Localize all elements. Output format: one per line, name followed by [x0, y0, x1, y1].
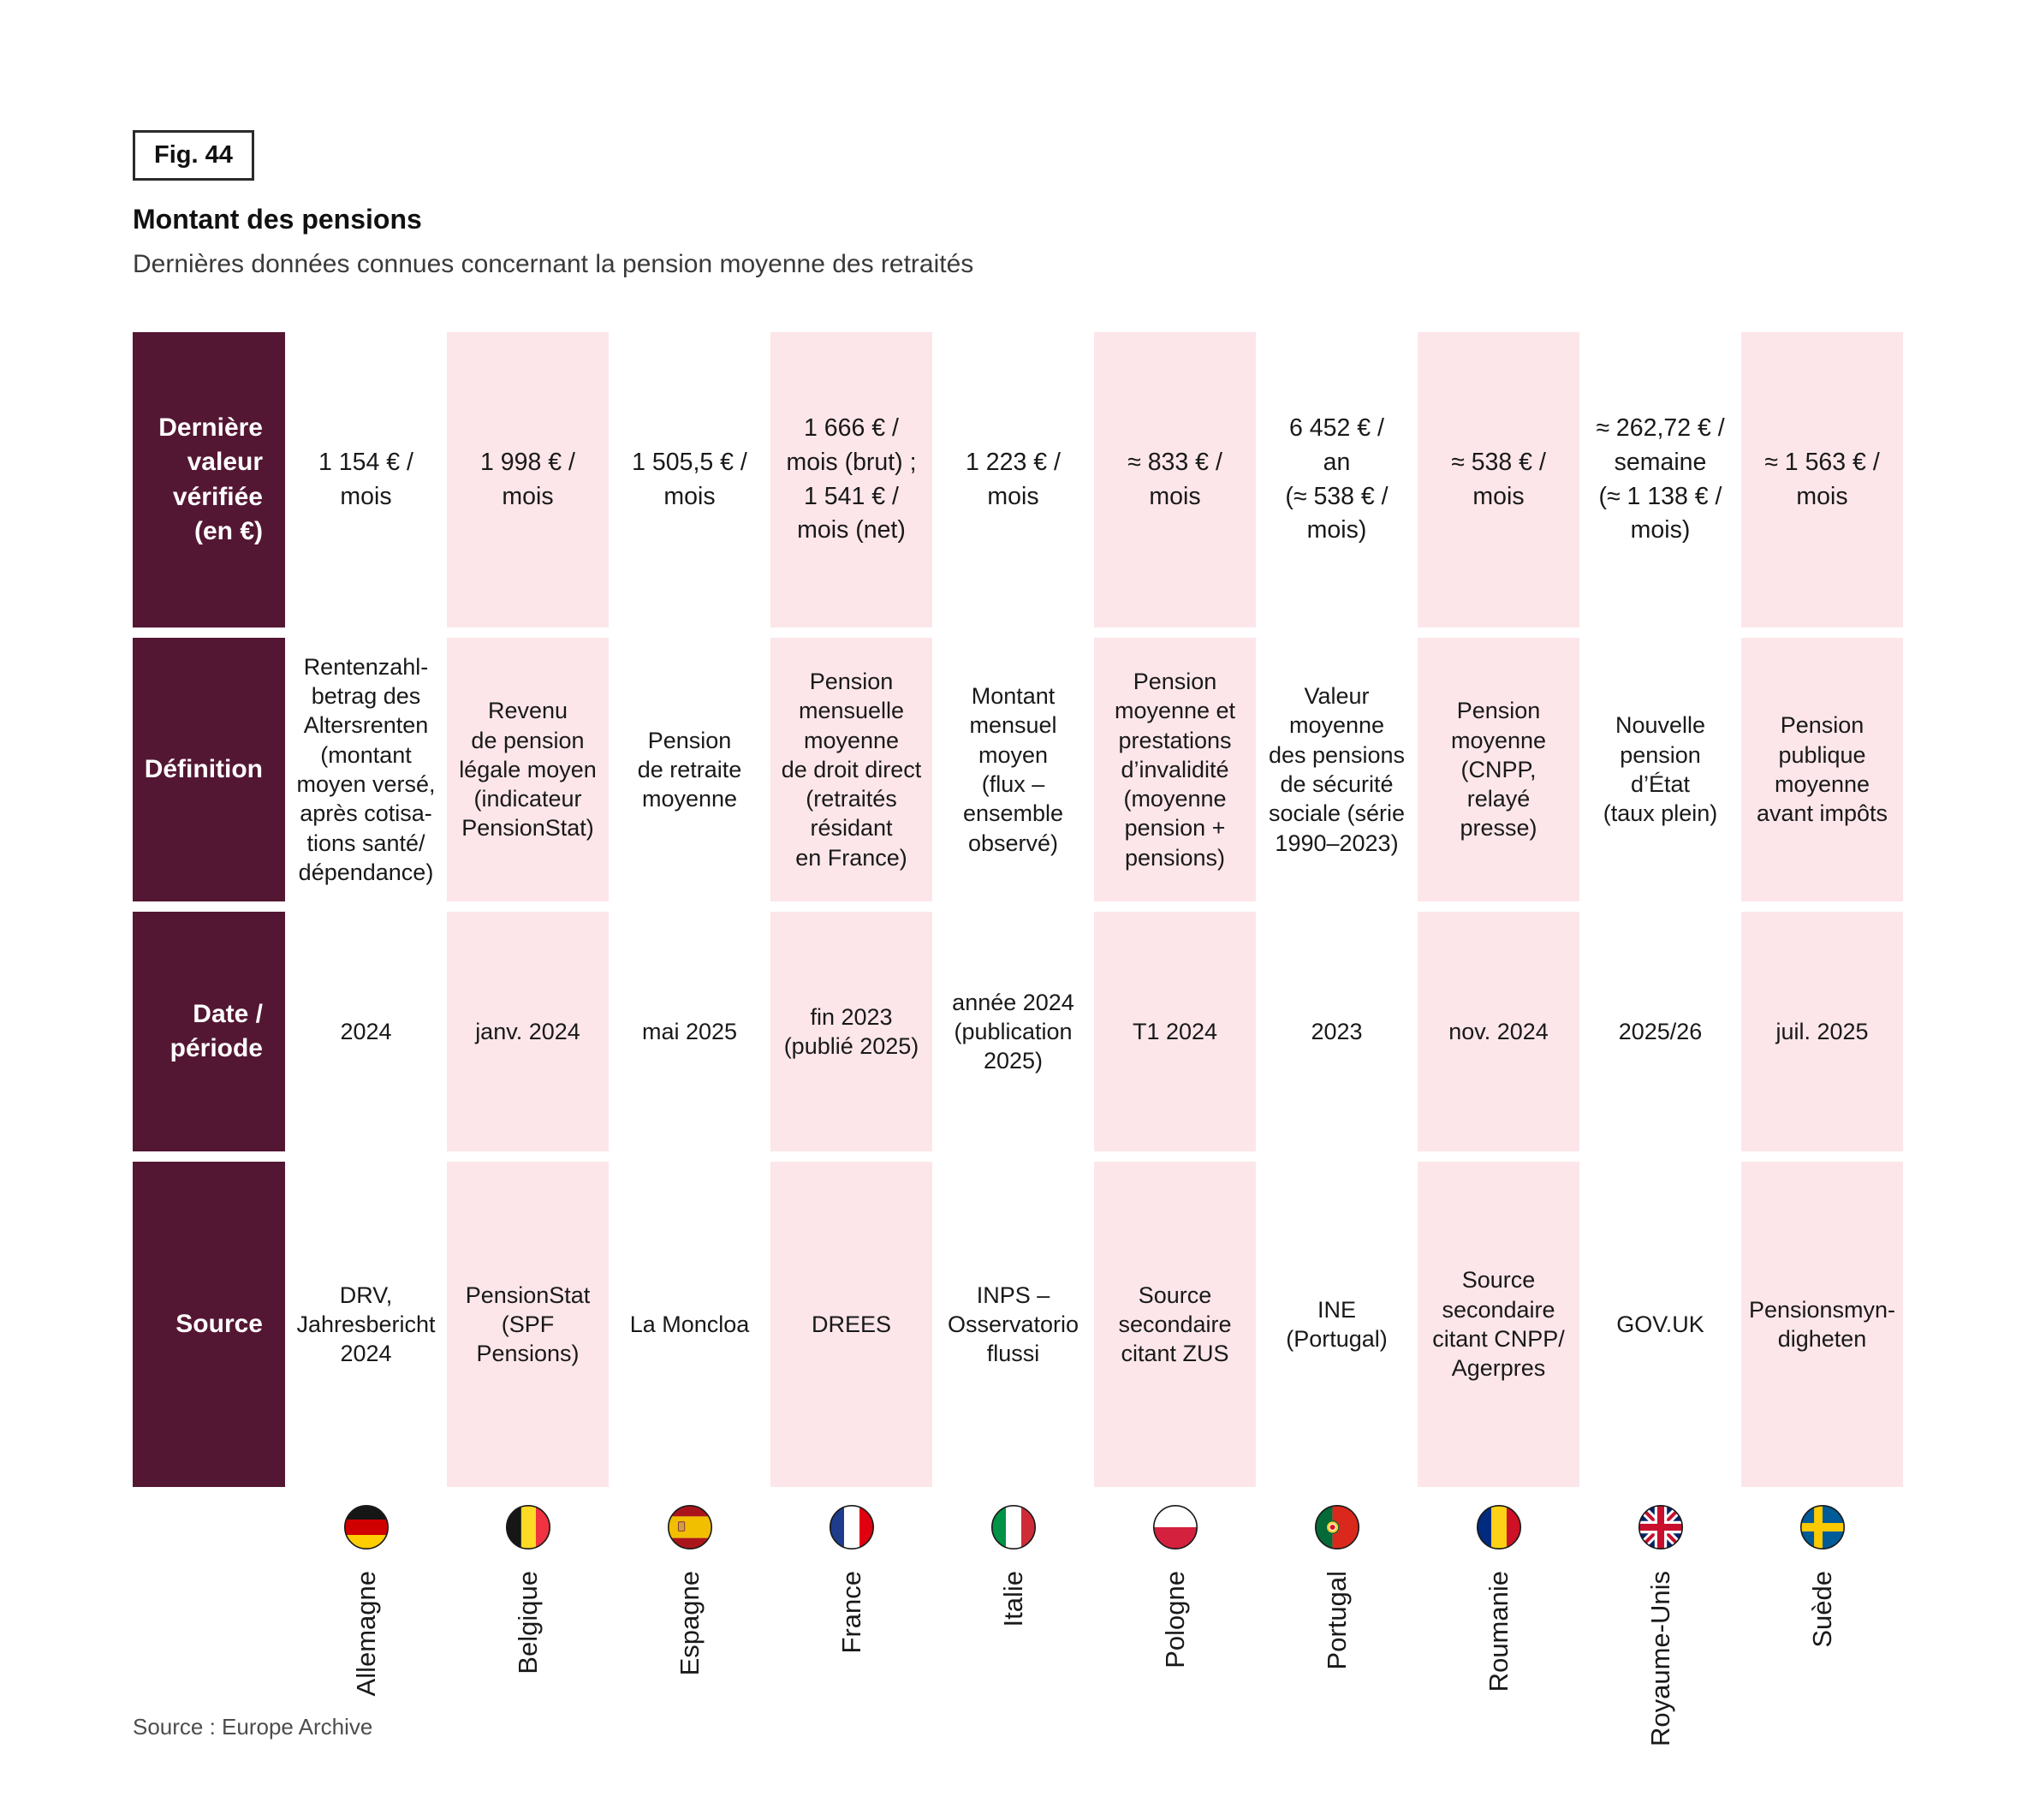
value-cell-roumanie: ≈ 538 € / mois	[1418, 332, 1579, 627]
column-pologne: Pologne	[1094, 1497, 1256, 1771]
column-belgique: Belgique	[447, 1497, 609, 1771]
definition-cell-belgique: Revenu de pension légale moyen (indicate…	[447, 638, 609, 901]
definition-cell-france: Pension mensuelle moyenne de droit direc…	[770, 638, 932, 901]
value-cell-italie: 1 223 € / mois	[966, 448, 1061, 510]
source-cell-portugal: INE (Portugal)	[1286, 1296, 1388, 1352]
date-cell-belgique: janv. 2024	[447, 912, 609, 1151]
country-label-france: France	[836, 1571, 866, 1654]
definition-cell-portugal: Valeur moyenne des pensions de sécurité …	[1268, 683, 1406, 856]
date-cell-pologne: T1 2024	[1094, 912, 1256, 1151]
source-cell-suede: Pensionsmyn- digheten	[1741, 1162, 1903, 1487]
date-cell-royaume-unis: 2025/26	[1618, 1018, 1703, 1044]
column-portugal: Portugal	[1256, 1497, 1418, 1771]
column-allemagne: Allemagne	[285, 1497, 447, 1771]
source-cell-pologne: Source secondaire citant ZUS	[1094, 1162, 1256, 1487]
flag-suede-icon	[1799, 1504, 1845, 1550]
value-cell-royaume-unis: ≈ 262,72 € / semaine (≈ 1 138 € / mois)	[1596, 413, 1725, 544]
country-label-pologne: Pologne	[1159, 1571, 1190, 1668]
flag-belgique-icon	[505, 1504, 550, 1550]
figure-number-badge: Fig. 44	[133, 130, 254, 181]
date-cell-espagne: mai 2025	[641, 1018, 738, 1044]
flag-espagne-icon	[667, 1504, 712, 1550]
row-label-value: Dernière valeur vérifiée (en €)	[133, 332, 285, 627]
value-cell-france: 1 666 € / mois (brut) ; 1 541 € / mois (…	[770, 332, 932, 627]
column-france: France	[770, 1497, 932, 1771]
value-cell-pologne: ≈ 833 € / mois	[1094, 332, 1256, 627]
country-label-portugal: Portugal	[1321, 1571, 1352, 1670]
country-label-roumanie: Roumanie	[1483, 1571, 1514, 1692]
definition-cell-espagne: Pension de retraite moyenne	[637, 727, 742, 812]
source-cell-royaume-unis: GOV.UK	[1616, 1311, 1704, 1337]
flag-italie-icon	[990, 1504, 1036, 1550]
flag-allemagne-icon	[343, 1504, 389, 1550]
flag-portugal-icon	[1314, 1504, 1359, 1550]
source-cell-espagne: La Moncloa	[629, 1311, 750, 1337]
value-cell-espagne: 1 505,5 € / mois	[632, 448, 747, 510]
date-cell-portugal: 2023	[1311, 1018, 1363, 1044]
definition-cell-royaume-unis: Nouvelle pension d’État (taux plein)	[1603, 712, 1718, 827]
date-cell-suede: juil. 2025	[1741, 912, 1903, 1151]
column-suede: Suède	[1741, 1497, 1903, 1771]
definition-cell-pologne: Pension moyenne et prestations d’invalid…	[1094, 638, 1256, 901]
source-cell-allemagne: DRV, Jahresbericht 2024	[296, 1282, 436, 1367]
value-cell-belgique: 1 998 € / mois	[447, 332, 609, 627]
column-espagne: Espagne	[609, 1497, 770, 1771]
source-cell-italie: INPS – Osservatorio flussi	[947, 1282, 1079, 1367]
country-label-italie: Italie	[997, 1571, 1028, 1627]
definition-cell-roumanie: Pension moyenne (CNPP, relayé presse)	[1418, 638, 1579, 901]
definition-cell-suede: Pension publique moyenne avant impôts	[1741, 638, 1903, 901]
date-cell-roumanie: nov. 2024	[1418, 912, 1579, 1151]
flag-royaume-unis-icon	[1638, 1504, 1683, 1550]
value-cell-portugal: 6 452 € / an (≈ 538 € / mois)	[1285, 413, 1389, 544]
value-cell-suede: ≈ 1 563 € / mois	[1741, 332, 1903, 627]
row-label-source: Source	[133, 1162, 285, 1487]
definition-cell-allemagne: Rentenzahl- betrag des Altersrenten (mon…	[296, 653, 436, 885]
country-label-royaume-unis: Royaume-Unis	[1644, 1571, 1675, 1747]
country-label-espagne: Espagne	[674, 1571, 705, 1676]
date-cell-italie: année 2024 (publication 2025)	[952, 989, 1074, 1074]
country-label-allemagne: Allemagne	[350, 1571, 381, 1697]
column-royaume-unis: Royaume-Unis	[1579, 1497, 1741, 1771]
column-italie: Italie	[932, 1497, 1094, 1771]
source-cell-france: DREES	[770, 1162, 932, 1487]
pensions-table: Dernière valeur vérifiée (en €) 1 154 € …	[133, 332, 1903, 1771]
date-cell-allemagne: 2024	[340, 1018, 392, 1044]
page-title: Montant des pensions	[133, 204, 422, 235]
row-label-date: Date / période	[133, 912, 285, 1151]
country-label-suede: Suède	[1806, 1571, 1837, 1648]
page-subtitle: Dernières données connues concernant la …	[133, 250, 974, 278]
source-cell-belgique: PensionStat (SPF Pensions)	[447, 1162, 609, 1487]
column-roumanie: Roumanie	[1418, 1497, 1579, 1771]
source-cell-roumanie: Source secondaire citant CNPP/ Agerpres	[1418, 1162, 1579, 1487]
flag-france-icon	[829, 1504, 874, 1550]
row-label-definition: Définition	[133, 638, 285, 901]
flag-pologne-icon	[1152, 1504, 1198, 1550]
flag-roumanie-icon	[1476, 1504, 1521, 1550]
value-cell-allemagne: 1 154 € / mois	[318, 448, 413, 510]
date-cell-france: fin 2023 (publié 2025)	[770, 912, 932, 1151]
definition-cell-italie: Montant mensuel moyen (flux – ensemble o…	[962, 683, 1064, 856]
source-note: Source : Europe Archive	[133, 1714, 373, 1740]
country-label-belgique: Belgique	[512, 1571, 543, 1674]
